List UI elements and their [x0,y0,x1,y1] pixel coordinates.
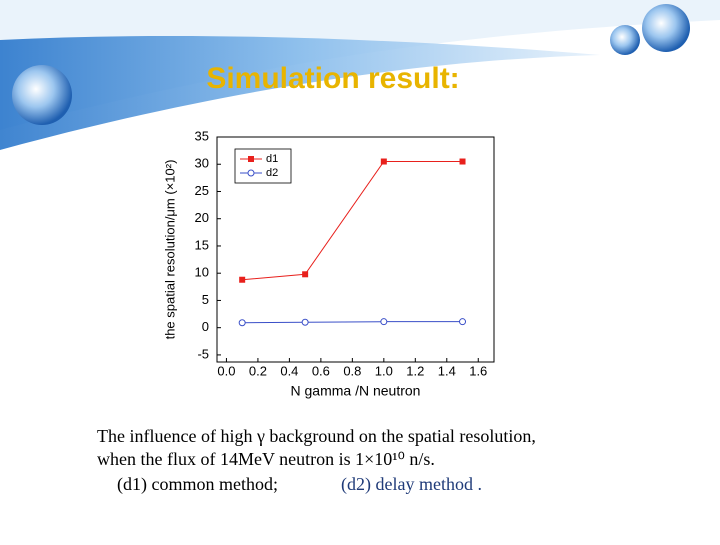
marker [459,318,467,326]
marker [239,276,246,283]
legend-marker [247,169,255,177]
y-tick-label: 35 [195,128,209,143]
y-tick-label: 30 [195,156,209,171]
y-tick-label: 0 [202,319,209,334]
marker [380,318,388,326]
x-tick-label: 1.2 [406,363,424,378]
plot-frame [216,136,495,363]
x-tick-label: 0.2 [249,363,267,378]
x-tick-label: 0.6 [312,363,330,378]
x-tick-label: 1.6 [469,363,487,378]
series-line [242,161,463,281]
background-decoration [0,0,720,150]
x-tick-label: 0.4 [280,363,298,378]
y-tick-label: 25 [195,183,209,198]
marker [302,271,309,278]
y-tick-label: 5 [202,292,209,307]
caption-line: The influence of high γ background on th… [97,426,536,446]
slide-title: Simulation result: [206,62,459,95]
x-tick-label: 1.0 [375,363,393,378]
x-tick-label: 1.4 [438,363,456,378]
series-line [242,321,463,324]
y-tick-label: 20 [195,210,209,225]
marker [238,319,246,327]
chart: -5 0 5 10 15 20 25 30 35 0.0 0.2 0.4 0.6 0.8 1.0 1.2 1.4… [162,128,495,399]
y-tick-label: -5 [197,346,209,361]
legend-marker [248,156,254,162]
y-tick-label: 15 [195,237,209,252]
caption-item: (d2) delay method . [341,474,482,495]
legend-label: d1 [266,153,278,165]
legend-label: d2 [266,167,278,179]
y-tick-label: 10 [195,265,209,280]
caption-item: (d1) common method; [117,474,278,495]
y-axis-label: the spatial resolution/μm (×10²) [162,160,177,340]
x-axis-label: N gamma /N neutron [291,383,421,399]
marker [301,318,309,326]
x-tick-label: 0.8 [343,363,361,378]
x-tick-label: 0.0 [217,363,235,378]
caption-line: when the flux of 14MeV neutron is 1×10¹⁰… [97,449,435,469]
legend-box [234,148,292,184]
marker [380,158,387,165]
marker [459,158,466,165]
